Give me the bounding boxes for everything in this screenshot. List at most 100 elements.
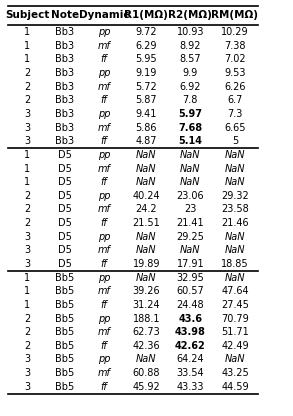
Text: ff: ff [100, 136, 107, 146]
Text: 47.64: 47.64 [221, 286, 249, 296]
Text: 18.85: 18.85 [221, 259, 249, 269]
Text: ff: ff [100, 177, 107, 187]
Text: 45.92: 45.92 [132, 382, 160, 392]
Text: 32.95: 32.95 [176, 272, 204, 282]
Text: 64.24: 64.24 [176, 354, 204, 364]
Text: mf: mf [98, 123, 110, 133]
Text: D5: D5 [58, 177, 72, 187]
Text: 27.45: 27.45 [221, 300, 249, 310]
Text: 3: 3 [24, 259, 30, 269]
Text: 3: 3 [24, 245, 30, 255]
Text: 1: 1 [24, 163, 30, 173]
Text: D5: D5 [58, 259, 72, 269]
Text: 2: 2 [24, 191, 30, 201]
Text: Bb3: Bb3 [55, 68, 74, 78]
Text: 21.51: 21.51 [132, 218, 160, 228]
Text: mf: mf [98, 41, 110, 51]
Text: 1: 1 [24, 54, 30, 64]
Text: ff: ff [100, 218, 107, 228]
Text: NaN: NaN [136, 177, 157, 187]
Text: mf: mf [98, 163, 110, 173]
Text: NaN: NaN [225, 232, 245, 242]
Text: Bb5: Bb5 [55, 286, 74, 296]
Text: Bb3: Bb3 [55, 109, 74, 119]
Text: 24.48: 24.48 [176, 300, 204, 310]
Text: 42.36: 42.36 [132, 341, 160, 351]
Text: pp: pp [98, 272, 110, 282]
Text: NaN: NaN [180, 163, 201, 173]
Text: Bb5: Bb5 [55, 314, 74, 324]
Text: Bb3: Bb3 [55, 136, 74, 146]
Text: Bb5: Bb5 [55, 327, 74, 337]
Text: NaN: NaN [225, 354, 245, 364]
Text: 43.25: 43.25 [221, 368, 249, 378]
Text: 7.68: 7.68 [178, 123, 202, 133]
Text: 7.3: 7.3 [227, 109, 243, 119]
Text: 70.79: 70.79 [221, 314, 249, 324]
Text: mf: mf [98, 245, 110, 255]
Text: NaN: NaN [225, 272, 245, 282]
Text: D5: D5 [58, 191, 72, 201]
Text: ff: ff [100, 54, 107, 64]
Text: D5: D5 [58, 163, 72, 173]
Text: 9.9: 9.9 [183, 68, 198, 78]
Text: Bb3: Bb3 [55, 41, 74, 51]
Text: Subject: Subject [5, 10, 50, 20]
Text: 21.46: 21.46 [221, 218, 249, 228]
Text: 42.49: 42.49 [221, 341, 249, 351]
Text: 1: 1 [24, 286, 30, 296]
Text: 1: 1 [24, 300, 30, 310]
Text: 43.98: 43.98 [175, 327, 206, 337]
Text: 9.53: 9.53 [224, 68, 246, 78]
Text: Dynamic: Dynamic [79, 10, 129, 20]
Text: ff: ff [100, 300, 107, 310]
Text: 5.72: 5.72 [136, 82, 157, 92]
Text: 1: 1 [24, 41, 30, 51]
Text: RM(MΩ): RM(MΩ) [212, 10, 258, 20]
Text: 188.1: 188.1 [133, 314, 160, 324]
Text: 29.25: 29.25 [176, 232, 204, 242]
Text: NaN: NaN [136, 272, 157, 282]
Text: Bb5: Bb5 [55, 272, 74, 282]
Text: Bb3: Bb3 [55, 54, 74, 64]
Text: D5: D5 [58, 245, 72, 255]
Text: 3: 3 [24, 232, 30, 242]
Text: 24.2: 24.2 [136, 204, 157, 214]
Text: Bb5: Bb5 [55, 368, 74, 378]
Text: 6.29: 6.29 [136, 41, 157, 51]
Text: 5.97: 5.97 [178, 109, 202, 119]
Text: NaN: NaN [180, 177, 201, 187]
Text: 6.26: 6.26 [224, 82, 246, 92]
Text: 2: 2 [24, 314, 30, 324]
Text: 29.32: 29.32 [221, 191, 249, 201]
Text: 31.24: 31.24 [132, 300, 160, 310]
Text: 5.95: 5.95 [136, 54, 157, 64]
Text: 2: 2 [24, 68, 30, 78]
Text: 10.29: 10.29 [221, 27, 249, 37]
Text: D5: D5 [58, 204, 72, 214]
Text: 23.58: 23.58 [221, 204, 249, 214]
Text: 10.93: 10.93 [177, 27, 204, 37]
Text: 5.87: 5.87 [136, 95, 157, 105]
Text: 33.54: 33.54 [176, 368, 204, 378]
Text: D5: D5 [58, 150, 72, 160]
Text: 2: 2 [24, 82, 30, 92]
Text: NaN: NaN [136, 163, 157, 173]
Text: pp: pp [98, 68, 110, 78]
Text: mf: mf [98, 368, 110, 378]
Text: Bb5: Bb5 [55, 354, 74, 364]
Text: 5.86: 5.86 [136, 123, 157, 133]
Text: Bb3: Bb3 [55, 82, 74, 92]
Text: 6.92: 6.92 [180, 82, 201, 92]
Text: ff: ff [100, 95, 107, 105]
Text: 42.62: 42.62 [175, 341, 206, 351]
Text: Bb3: Bb3 [55, 95, 74, 105]
Text: 9.19: 9.19 [136, 68, 157, 78]
Text: 2: 2 [24, 327, 30, 337]
Text: 3: 3 [24, 368, 30, 378]
Text: 5.14: 5.14 [178, 136, 202, 146]
Text: 60.57: 60.57 [176, 286, 204, 296]
Text: NaN: NaN [225, 177, 245, 187]
Text: mf: mf [98, 286, 110, 296]
Text: 2: 2 [24, 218, 30, 228]
